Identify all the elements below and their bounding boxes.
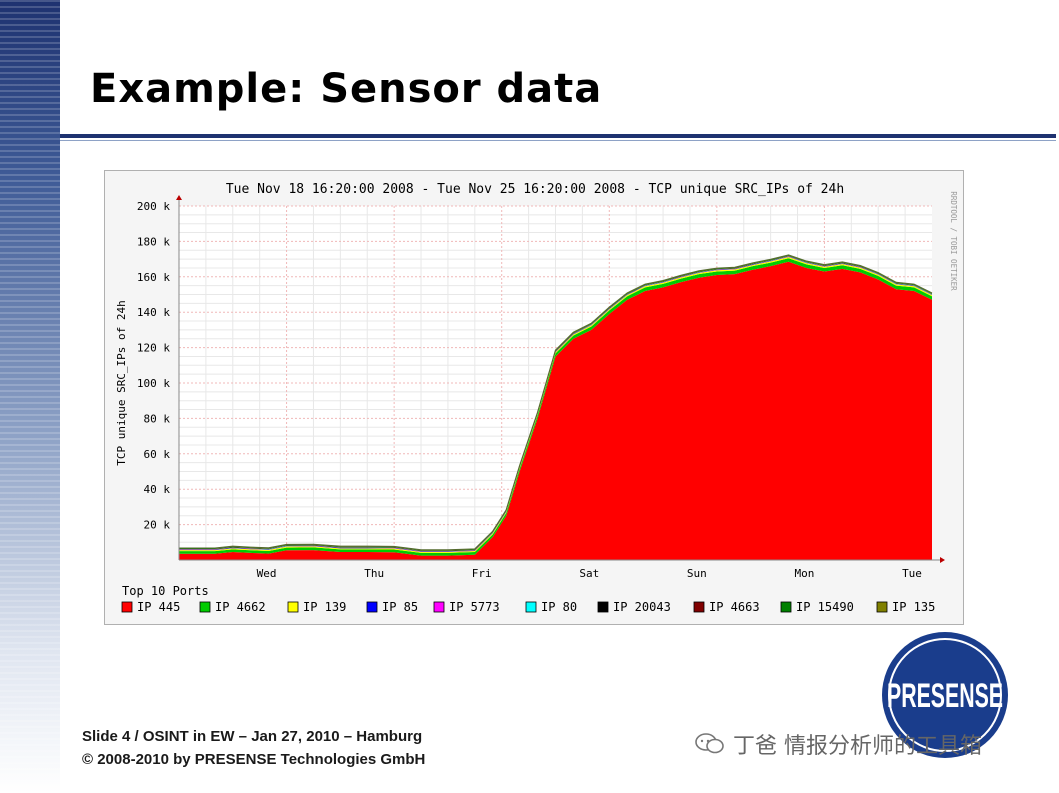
rrdtool-credit: RRDTOOL / TOBI OETIKER — [949, 191, 958, 291]
legend-swatch — [121, 601, 133, 613]
legend-label: IP 20043 — [613, 600, 671, 614]
watermark: 丁爸 情报分析师的工具箱 — [695, 728, 982, 760]
legend-label: IP 445 — [137, 600, 180, 614]
logo-text: PRESENSE — [887, 677, 1003, 715]
legend-swatch — [287, 601, 299, 613]
left-decorative-band — [0, 0, 60, 793]
slide-title: Example: Sensor data — [90, 66, 603, 112]
footer-copyright: © 2008-2010 by PRESENSE Technologies Gmb… — [82, 751, 426, 768]
legend-swatch — [780, 601, 792, 613]
y-tick-label: 120 k — [137, 342, 170, 355]
rrd-area-chart: 20 k 40 k 60 k 80 k 100 k 120 k 140 k 160 k 180 … — [115, 182, 958, 614]
legend-swatch — [876, 601, 888, 613]
y-tick-label: 200 k — [137, 200, 170, 213]
x-tick-label: Tue — [902, 567, 922, 580]
chart-title: Tue Nov 18 16:20:00 2008 - Tue Nov 25 16… — [226, 182, 844, 197]
legend-label: IP 5773 — [449, 600, 500, 614]
area-series-ip-445 — [179, 261, 932, 560]
x-tick-label: Wed — [257, 567, 277, 580]
y-tick-label: 60 k — [144, 448, 171, 461]
y-tick-label: 160 k — [137, 271, 170, 284]
legend-label: IP 139 — [303, 600, 346, 614]
legend-label: IP 85 — [382, 600, 418, 614]
stack-top-outline — [179, 254, 933, 551]
presense-logo: PRESENSE — [882, 632, 1008, 758]
y-tick-label: 100 k — [137, 377, 170, 390]
title-underline — [60, 134, 1056, 138]
legend-swatch — [366, 601, 378, 613]
footer-slide-info: Slide 4 / OSINT in EW – Jan 27, 2010 – H… — [82, 728, 423, 745]
title-underline-thin — [60, 140, 1056, 141]
chat-bubble-icon — [695, 733, 724, 754]
y-tick-label: 80 k — [144, 412, 171, 425]
x-tick-label: Sat — [579, 567, 599, 580]
legend-swatch — [525, 601, 537, 613]
legend-label: IP 15490 — [796, 600, 854, 614]
legend-swatch — [433, 601, 445, 613]
watermark-text: 丁爸 情报分析师的工具箱 — [733, 734, 982, 759]
y-tick-label: 140 k — [137, 306, 170, 319]
y-tick-label: 40 k — [144, 483, 171, 496]
y-tick-label: 20 k — [144, 519, 171, 532]
y-axis-arrow — [176, 195, 182, 200]
legend-swatch — [693, 601, 705, 613]
x-tick-label: Mon — [794, 567, 814, 580]
x-tick-label: Thu — [364, 567, 384, 580]
x-tick-label: Sun — [687, 567, 707, 580]
y-axis-label: TCP unique SRC_IPs of 24h — [115, 300, 128, 466]
legend-label: IP 4663 — [709, 600, 760, 614]
legend-label: IP 80 — [541, 600, 577, 614]
legend-label: IP 135 — [892, 600, 935, 614]
y-tick-label: 180 k — [137, 235, 170, 248]
legend-swatch — [199, 601, 211, 613]
chart-frame: 20 k 40 k 60 k 80 k 100 k 120 k 140 k 160 k 180 … — [104, 170, 964, 625]
legend-label: IP 4662 — [215, 600, 266, 614]
legend-title: Top 10 Ports — [122, 584, 209, 598]
x-tick-label: Fri — [472, 567, 492, 580]
legend-swatch — [597, 601, 609, 613]
x-axis-arrow — [940, 557, 945, 563]
